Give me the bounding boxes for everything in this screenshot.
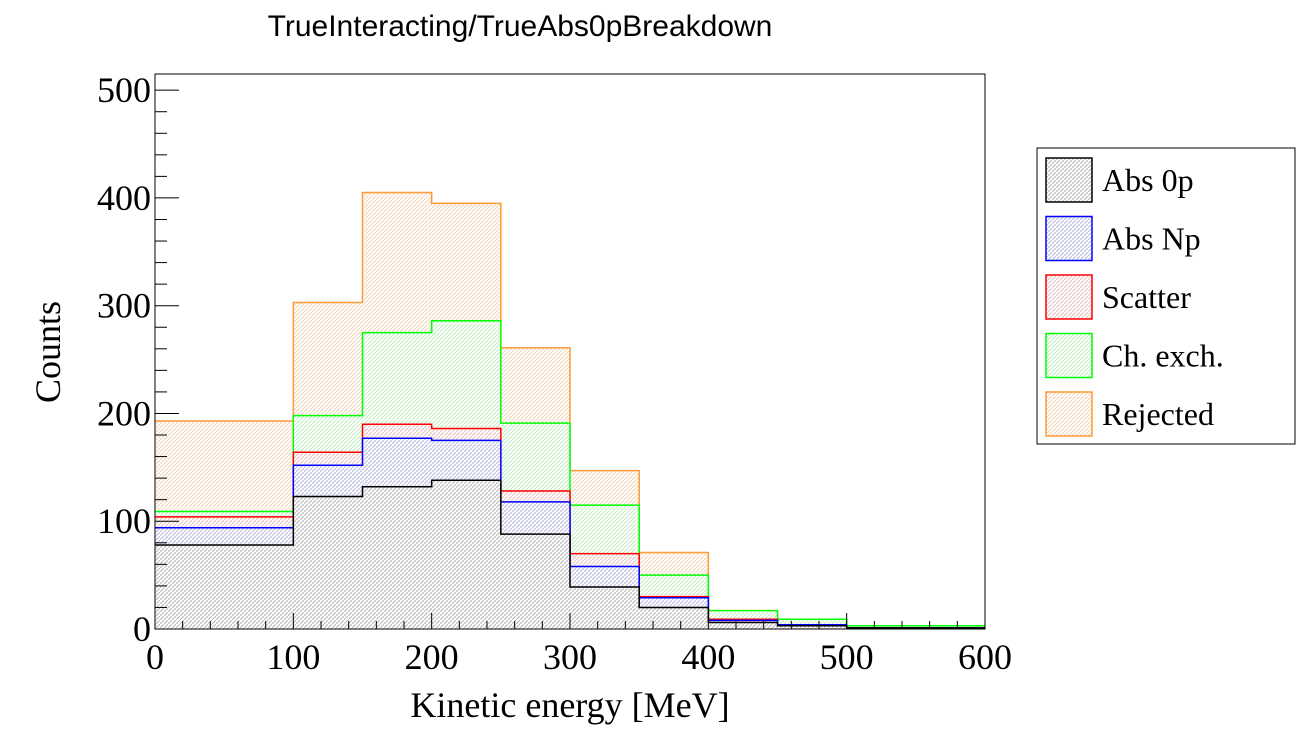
x-tick-label: 600 <box>958 637 1012 677</box>
legend-swatch <box>1045 215 1093 262</box>
bar <box>570 586 640 629</box>
legend-entry: Scatter <box>1045 274 1191 320</box>
x-tick-label: 200 <box>405 637 459 677</box>
series-outline <box>155 479 985 629</box>
legend-swatch <box>1045 332 1093 379</box>
x-tick-label: 400 <box>681 637 735 677</box>
bar <box>293 496 363 629</box>
histogram-bars <box>155 191 985 630</box>
y-axis-title: Counts <box>28 301 68 403</box>
legend-label: Ch. exch. <box>1102 338 1224 374</box>
x-tick-label: 500 <box>820 637 874 677</box>
legend-label: Scatter <box>1102 279 1191 315</box>
y-tick-label: 0 <box>133 609 151 649</box>
legend-swatch <box>1045 391 1093 437</box>
y-tick-label: 100 <box>97 501 151 541</box>
series-outline <box>155 320 985 627</box>
legend-entry: Ch. exch. <box>1045 332 1224 379</box>
legend-label: Abs Np <box>1102 221 1201 257</box>
bar <box>777 625 847 629</box>
y-tick-label: 400 <box>97 178 151 218</box>
legend-entry: Abs 0p <box>1045 157 1194 203</box>
bar <box>155 544 294 629</box>
x-tick-label: 300 <box>543 637 597 677</box>
chart-title: TrueInteracting/TrueAbs0pBreakdown <box>268 10 773 43</box>
legend-entry: Rejected <box>1045 391 1214 437</box>
y-tick-label: 500 <box>97 70 151 110</box>
x-tick-label: 0 <box>146 637 164 677</box>
legend-entry: Abs Np <box>1045 215 1201 262</box>
x-tick-label: 100 <box>266 637 320 677</box>
bar <box>500 534 570 629</box>
legend-label: Abs 0p <box>1102 162 1194 198</box>
bar <box>708 622 778 629</box>
bar <box>639 607 709 629</box>
legend-label: Rejected <box>1102 396 1214 432</box>
legend-swatch <box>1045 274 1093 320</box>
y-tick-label: 300 <box>97 286 151 326</box>
bar <box>431 480 501 629</box>
bar <box>362 486 432 629</box>
legend: Abs 0p Abs Np Scatter Ch. exch. Rejected <box>1036 147 1296 445</box>
x-axis-title: Kinetic energy [MeV] <box>410 685 729 725</box>
axes: 0 100 200 300 400 500 600 0 100 200 300 400 500 <box>97 70 1012 677</box>
series-abs-0p <box>155 479 985 629</box>
legend-swatch <box>1045 157 1093 203</box>
y-tick-label: 200 <box>97 393 151 433</box>
